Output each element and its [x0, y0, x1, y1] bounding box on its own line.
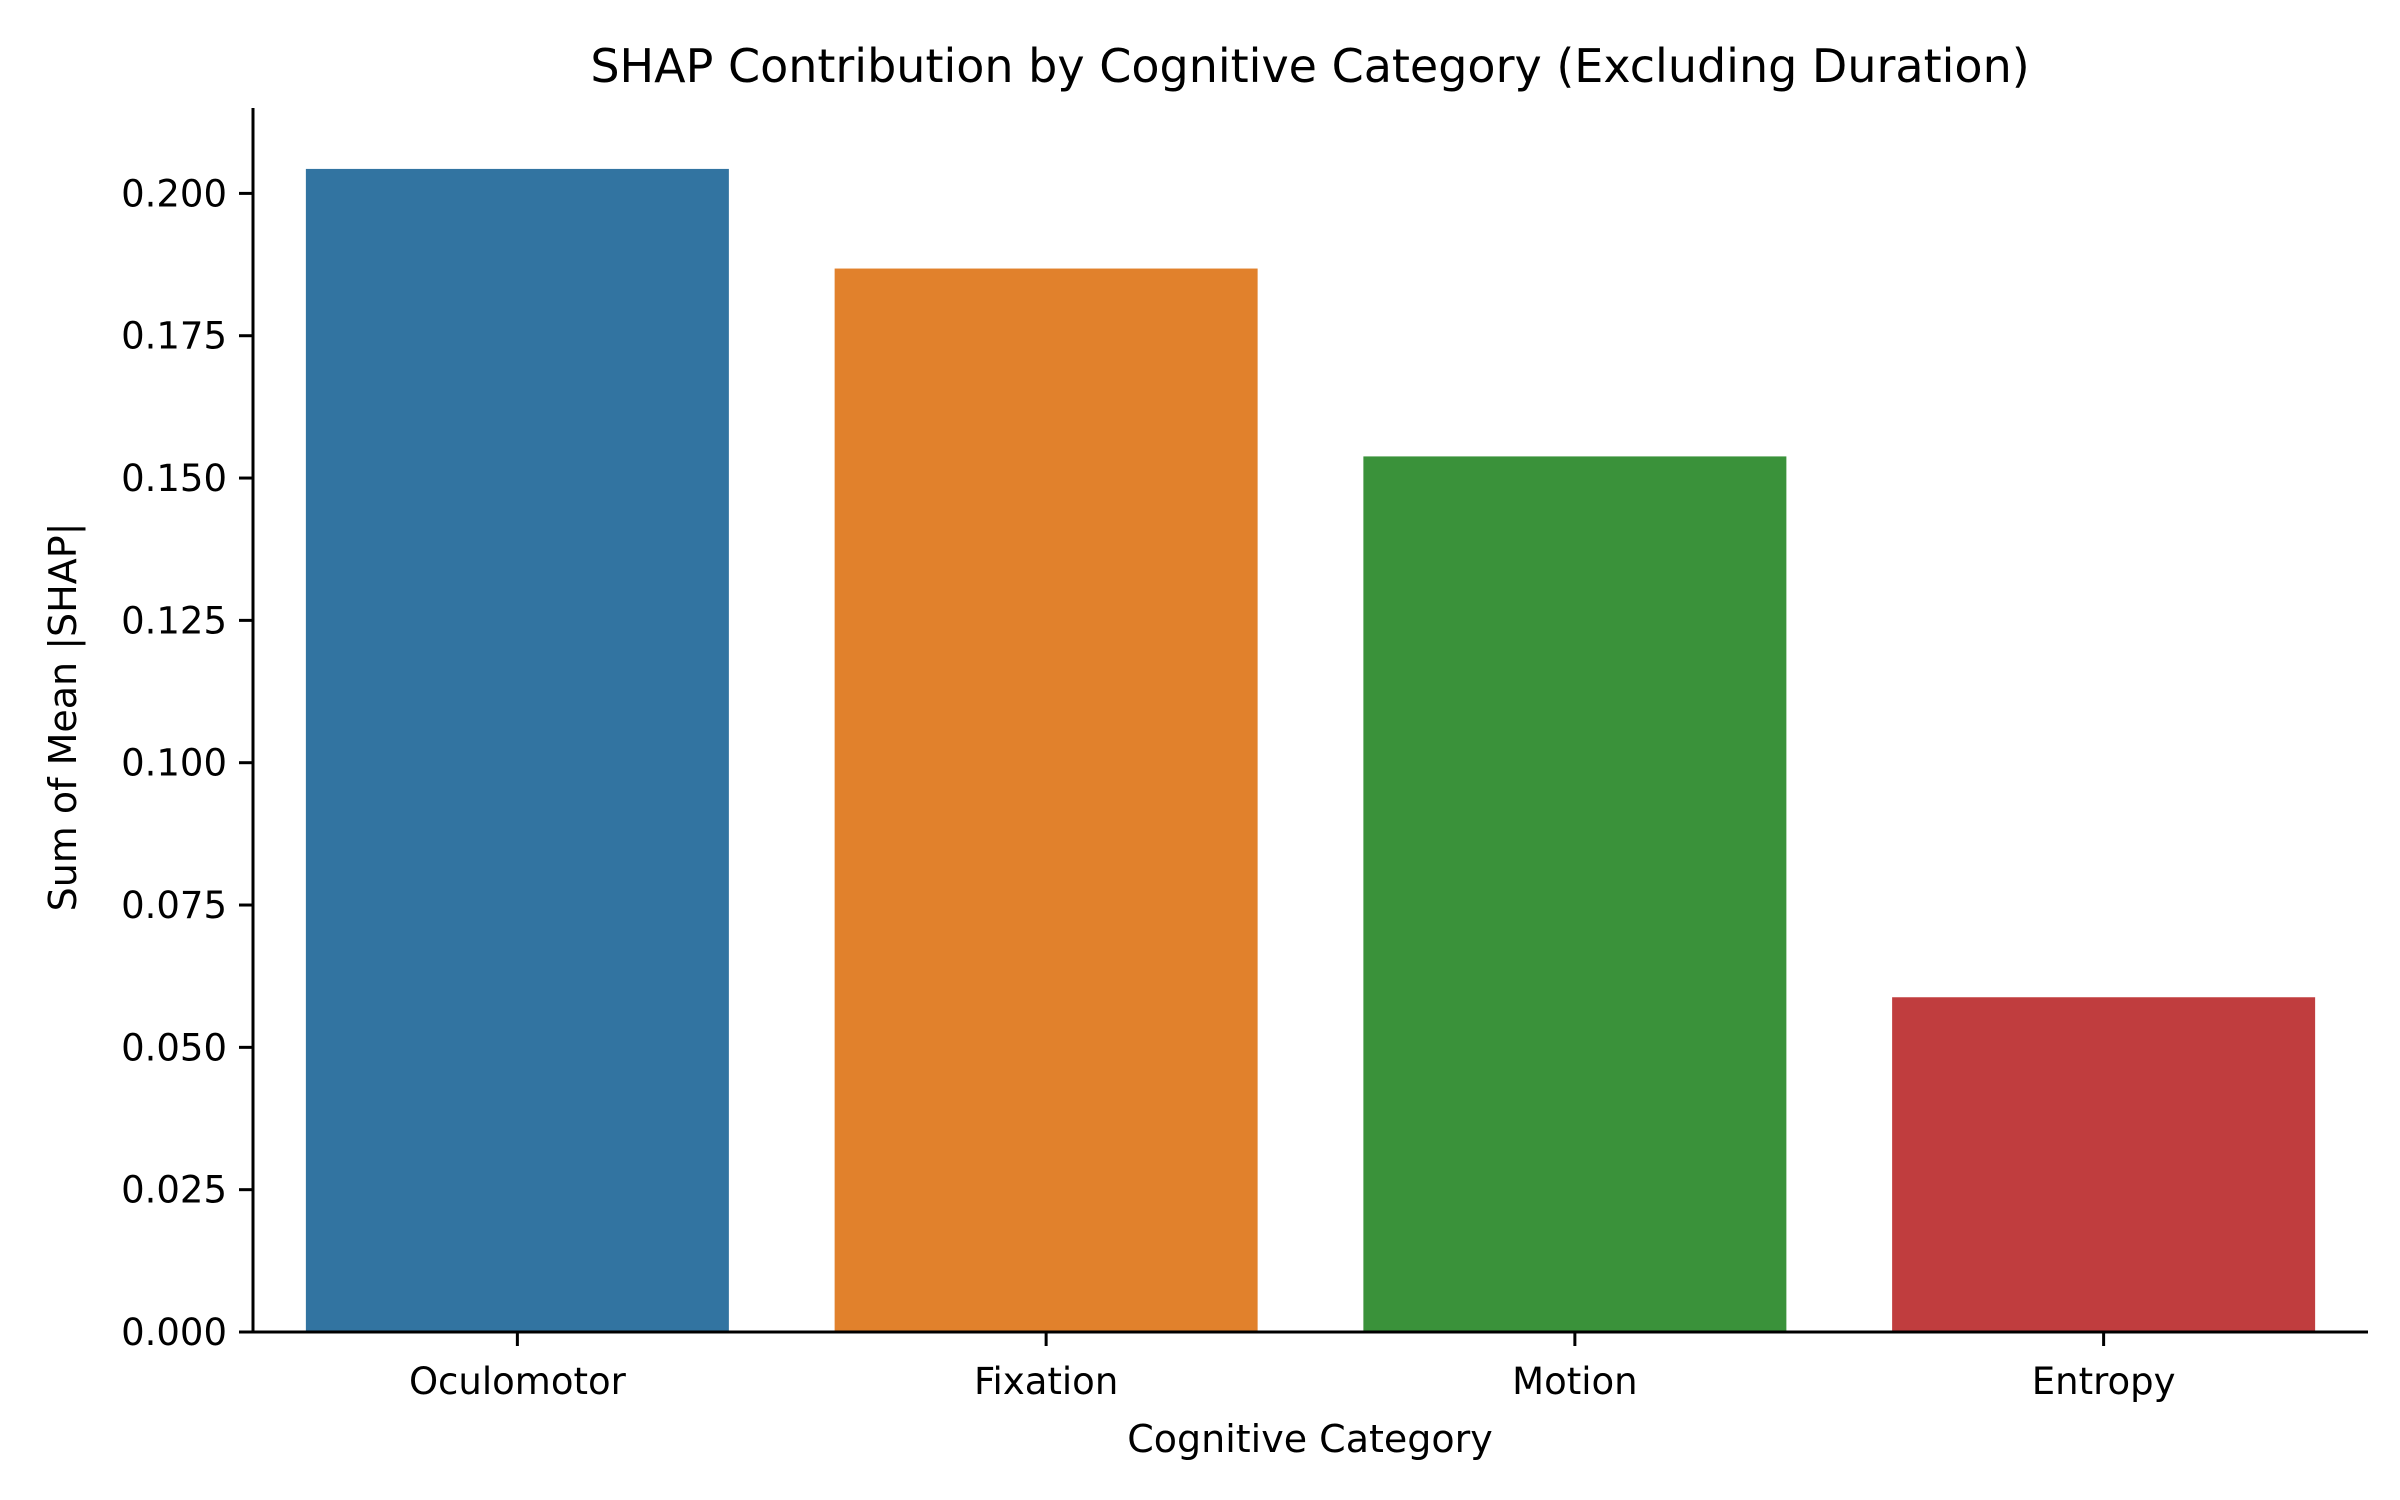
x-tick-label-fixation: Fixation [974, 1360, 1118, 1403]
bar-fixation [834, 268, 1258, 1333]
bar-oculomotor [305, 168, 729, 1333]
y-tick-label: 0.125 [121, 599, 227, 642]
y-tick-label: 0.200 [121, 172, 227, 215]
y-axis: 0.000 0.025 0.050 0.075 0.100 0.125 0.150 0.175… [121, 108, 255, 1354]
y-axis-label: Sum of Mean |SHAP| [41, 523, 86, 912]
y-tick-label: 0.100 [121, 742, 227, 785]
bars-group [305, 168, 2316, 1333]
bar-entropy [1892, 997, 2316, 1332]
y-tick-label: 0.025 [121, 1169, 227, 1212]
bar-motion [1363, 456, 1787, 1332]
x-axis: Oculomotor Fixation Motion Entropy [253, 1330, 2368, 1403]
chart-title: SHAP Contribution by Cognitive Category … [590, 39, 2029, 93]
y-tick-label: 0.075 [121, 884, 227, 927]
y-tick-label: 0.000 [121, 1311, 227, 1354]
x-tick-label-oculomotor: Oculomotor [409, 1360, 627, 1403]
x-tick-label-motion: Motion [1512, 1360, 1637, 1403]
x-tick-label-entropy: Entropy [2032, 1360, 2176, 1403]
x-axis-label: Cognitive Category [1127, 1417, 1493, 1461]
y-tick-label: 0.175 [121, 315, 227, 358]
y-tick-label: 0.050 [121, 1026, 227, 1069]
y-tick-label: 0.150 [121, 457, 227, 500]
